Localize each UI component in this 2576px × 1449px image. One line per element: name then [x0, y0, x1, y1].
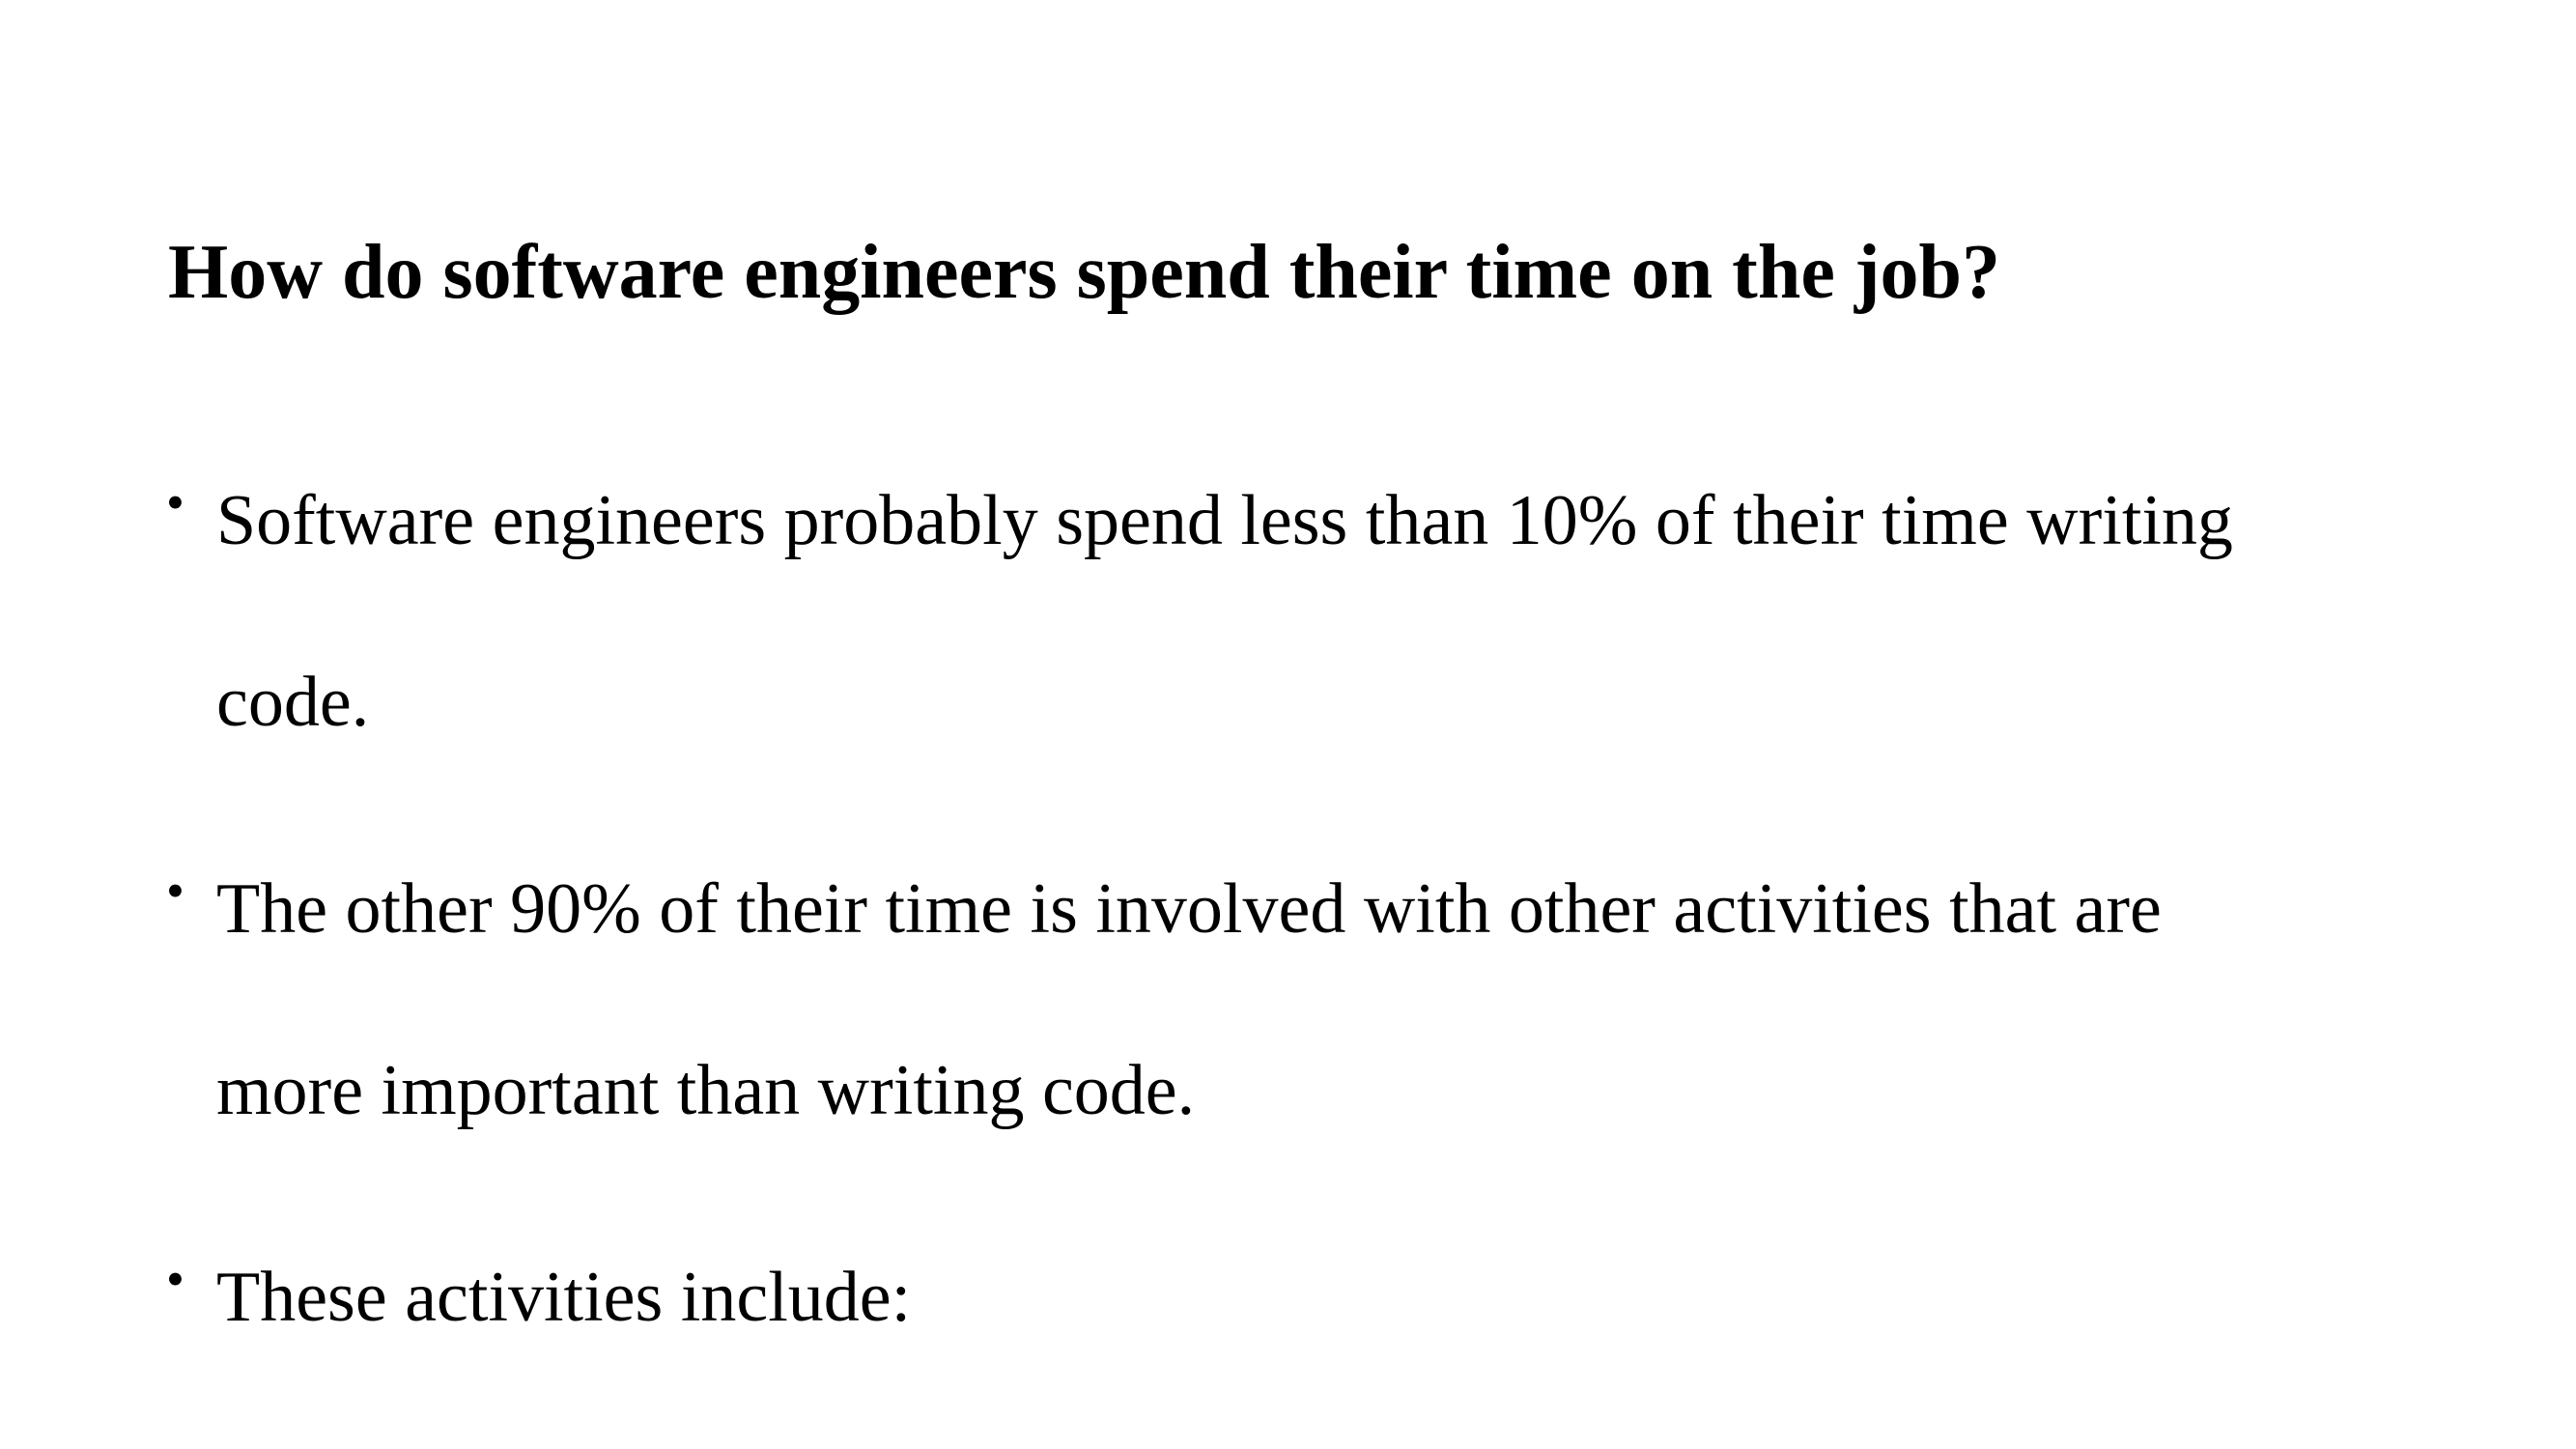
bullet-line: These activities include:: [216, 1258, 912, 1337]
bullet-text: These activities include:: [216, 1207, 2446, 1388]
bullet-item: • The other 90% of their time is involve…: [166, 818, 2446, 1181]
bullet-line: Software engineers probably spend less t…: [216, 481, 2233, 560]
bullet-item: • Software engineers probably spend less…: [166, 430, 2446, 793]
bullet-icon: •: [166, 473, 184, 531]
slide-title: How do software engineers spend their ti…: [168, 230, 2000, 315]
bullet-text: Software engineers probably spend less t…: [216, 430, 2446, 793]
bullet-text: The other 90% of their time is involved …: [216, 818, 2446, 1181]
bullet-item: • These activities include:: [166, 1207, 2446, 1388]
bullet-line: The other 90% of their time is involved …: [216, 869, 2162, 949]
bullet-list: • Software engineers probably spend less…: [166, 430, 2446, 1413]
bullet-icon: •: [166, 862, 184, 920]
bullet-icon: •: [166, 1250, 184, 1308]
bullet-line: code.: [216, 663, 370, 742]
bullet-line: more important than writing code.: [216, 1051, 1196, 1130]
